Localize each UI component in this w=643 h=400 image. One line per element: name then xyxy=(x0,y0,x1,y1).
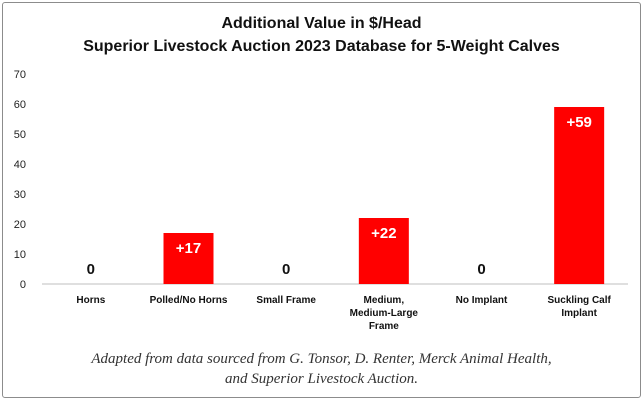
bar xyxy=(554,107,605,284)
data-label: 0 xyxy=(87,261,95,278)
y-tick-label: 20 xyxy=(14,219,26,231)
x-tick-label: No Implant xyxy=(456,295,508,306)
y-tick-label: 40 xyxy=(14,159,26,171)
chart-subtitle: Superior Livestock Auction 2023 Database… xyxy=(83,38,560,55)
data-label: 0 xyxy=(282,261,290,278)
y-tick-label: 60 xyxy=(14,99,26,111)
data-label: +17 xyxy=(176,240,201,257)
source-caption-line-1: Adapted from data sourced from G. Tonsor… xyxy=(91,351,552,367)
y-tick-label: 0 xyxy=(20,279,26,291)
y-tick-label: 30 xyxy=(14,189,26,201)
x-tick-label: Small Frame xyxy=(256,295,316,306)
x-tick-label: Polled/No Horns xyxy=(150,295,228,306)
data-label: 0 xyxy=(477,261,485,278)
y-tick-label: 50 xyxy=(14,129,26,141)
x-tick-label: Horns xyxy=(76,295,105,306)
y-tick-label: 10 xyxy=(14,249,26,261)
bar xyxy=(163,233,214,284)
x-tick-label: Suckling Calf Implant xyxy=(547,295,611,319)
x-tick-label: Medium, Medium-Large Frame xyxy=(350,295,419,332)
y-tick-label: 70 xyxy=(14,69,26,81)
data-label: +59 xyxy=(566,114,591,131)
data-label: +22 xyxy=(371,225,396,242)
bar xyxy=(358,218,409,284)
source-caption-line-2: and Superior Livestock Auction. xyxy=(224,371,419,387)
chart-title: Additional Value in $/Head xyxy=(221,15,422,32)
